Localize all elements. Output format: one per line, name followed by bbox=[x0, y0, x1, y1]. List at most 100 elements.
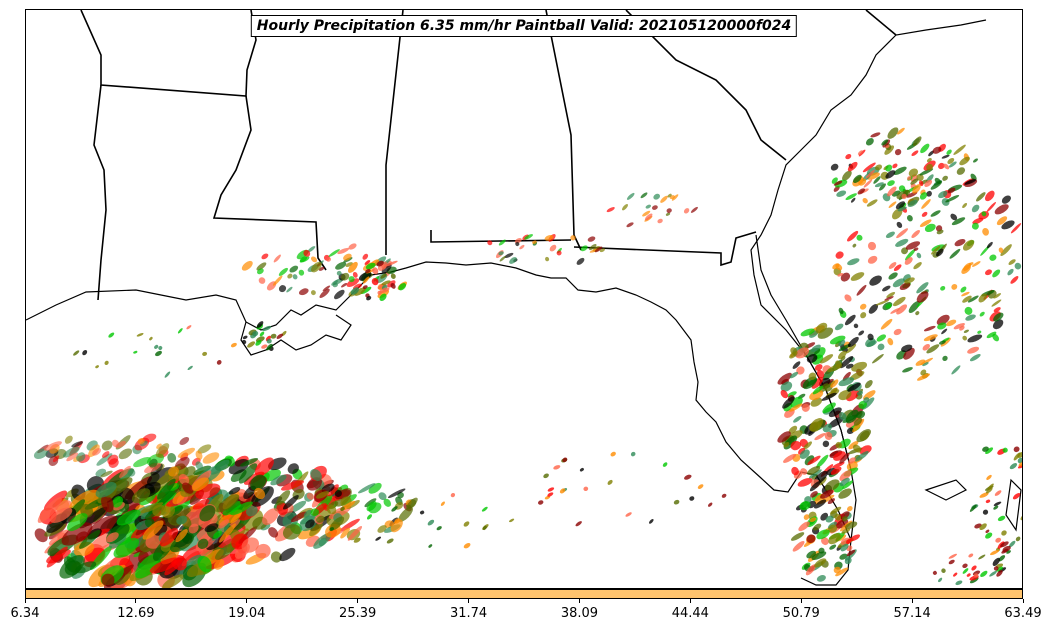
precip-blob bbox=[683, 208, 690, 214]
precip-blob bbox=[968, 553, 974, 558]
precip-blob bbox=[580, 245, 588, 252]
precip-blob bbox=[216, 360, 222, 365]
precip-blob bbox=[967, 334, 983, 343]
precip-blob bbox=[985, 499, 991, 504]
precip-blob bbox=[828, 407, 842, 418]
precip-blob bbox=[932, 146, 942, 154]
precip-blob bbox=[278, 267, 288, 276]
precip-blob bbox=[188, 523, 199, 534]
precip-blob bbox=[880, 318, 893, 330]
precip-blob bbox=[835, 360, 842, 369]
precip-blob bbox=[270, 474, 287, 486]
precip-blob bbox=[219, 523, 236, 543]
precip-blob bbox=[149, 557, 181, 574]
precip-blob bbox=[662, 462, 668, 467]
precip-blob bbox=[378, 492, 387, 501]
precip-blob bbox=[362, 285, 368, 289]
precip-blob bbox=[949, 248, 961, 259]
precip-blob bbox=[886, 292, 896, 298]
precip-blob bbox=[947, 187, 956, 194]
precip-blob bbox=[690, 206, 698, 213]
precip-blob bbox=[205, 532, 226, 551]
precip-blob bbox=[839, 356, 854, 369]
precip-blob bbox=[311, 261, 322, 273]
precip-blob bbox=[830, 506, 842, 515]
precip-blob bbox=[994, 204, 1009, 215]
map-panel: Hourly Precipitation 6.35 mm/hr Paintbal… bbox=[25, 9, 1023, 589]
precip-blob bbox=[963, 262, 972, 271]
precip-blob bbox=[544, 234, 554, 241]
precip-blob bbox=[916, 373, 931, 381]
state-line-fl-al bbox=[430, 230, 572, 243]
precip-blob bbox=[841, 516, 848, 522]
precip-blob bbox=[1013, 452, 1021, 461]
precip-blob bbox=[897, 206, 907, 212]
precip-blob bbox=[832, 461, 845, 469]
precip-blob bbox=[813, 523, 822, 531]
precip-blob bbox=[941, 568, 946, 573]
precip-blob bbox=[846, 389, 860, 402]
precip-blob bbox=[809, 330, 819, 338]
precip-blob bbox=[689, 496, 695, 501]
precip-blob bbox=[837, 350, 847, 360]
bahamas bbox=[924, 479, 968, 501]
precip-blob bbox=[498, 239, 506, 246]
precip-blob bbox=[345, 262, 353, 268]
precip-blob bbox=[867, 333, 874, 341]
precip-blob bbox=[379, 293, 387, 301]
precip-blob bbox=[607, 479, 613, 485]
precip-blob bbox=[64, 435, 73, 444]
precip-blob bbox=[997, 515, 1006, 522]
precip-blob bbox=[164, 371, 171, 378]
precip-blob bbox=[955, 580, 963, 586]
precip-blob bbox=[394, 518, 401, 524]
precip-blob bbox=[375, 536, 382, 541]
precip-blob bbox=[276, 490, 291, 506]
precip-blob bbox=[998, 247, 1004, 253]
precip-blob bbox=[792, 541, 805, 552]
precip-blob bbox=[904, 277, 915, 284]
precip-blob bbox=[481, 506, 488, 512]
precip-blob bbox=[642, 210, 651, 217]
precip-blob bbox=[938, 577, 943, 583]
precip-blob bbox=[910, 178, 919, 185]
precip-blob bbox=[463, 521, 470, 527]
precip-blob bbox=[979, 311, 985, 317]
precip-blob bbox=[962, 563, 968, 569]
precip-blob bbox=[895, 238, 909, 247]
precip-blob bbox=[398, 506, 413, 522]
precip-blob bbox=[547, 492, 554, 497]
precip-blob bbox=[214, 559, 225, 570]
precip-blob bbox=[959, 156, 970, 166]
precip-blob bbox=[499, 255, 506, 262]
precip-blob bbox=[168, 466, 179, 477]
precip-blob bbox=[1008, 259, 1016, 265]
precip-blob bbox=[362, 253, 369, 260]
precip-blob bbox=[1002, 447, 1008, 453]
precip-blob bbox=[941, 154, 950, 159]
precip-blob bbox=[905, 241, 921, 250]
precip-blob bbox=[340, 527, 350, 539]
precip-blob bbox=[926, 163, 933, 171]
precip-blob bbox=[829, 450, 839, 457]
precip-blob bbox=[853, 174, 862, 184]
precip-blob bbox=[252, 330, 259, 337]
precip-blob bbox=[684, 474, 692, 480]
precip-blob bbox=[239, 458, 259, 467]
precip-blob bbox=[995, 537, 1002, 543]
precip-blob bbox=[450, 492, 456, 498]
precip-blob bbox=[789, 403, 803, 412]
precip-blob bbox=[287, 273, 293, 279]
precip-blob bbox=[108, 458, 119, 468]
precip-blob bbox=[834, 323, 844, 331]
precip-blob bbox=[218, 519, 230, 529]
precip-blob bbox=[971, 261, 981, 267]
precip-blob bbox=[162, 574, 184, 588]
precip-blob bbox=[916, 282, 929, 294]
precip-blob bbox=[398, 283, 407, 291]
colorbar-tick-label: 25.39 bbox=[339, 606, 377, 621]
precip-blob bbox=[847, 230, 859, 242]
precip-blob bbox=[254, 487, 266, 500]
precip-blob bbox=[907, 199, 918, 207]
precip-blob bbox=[947, 158, 955, 164]
